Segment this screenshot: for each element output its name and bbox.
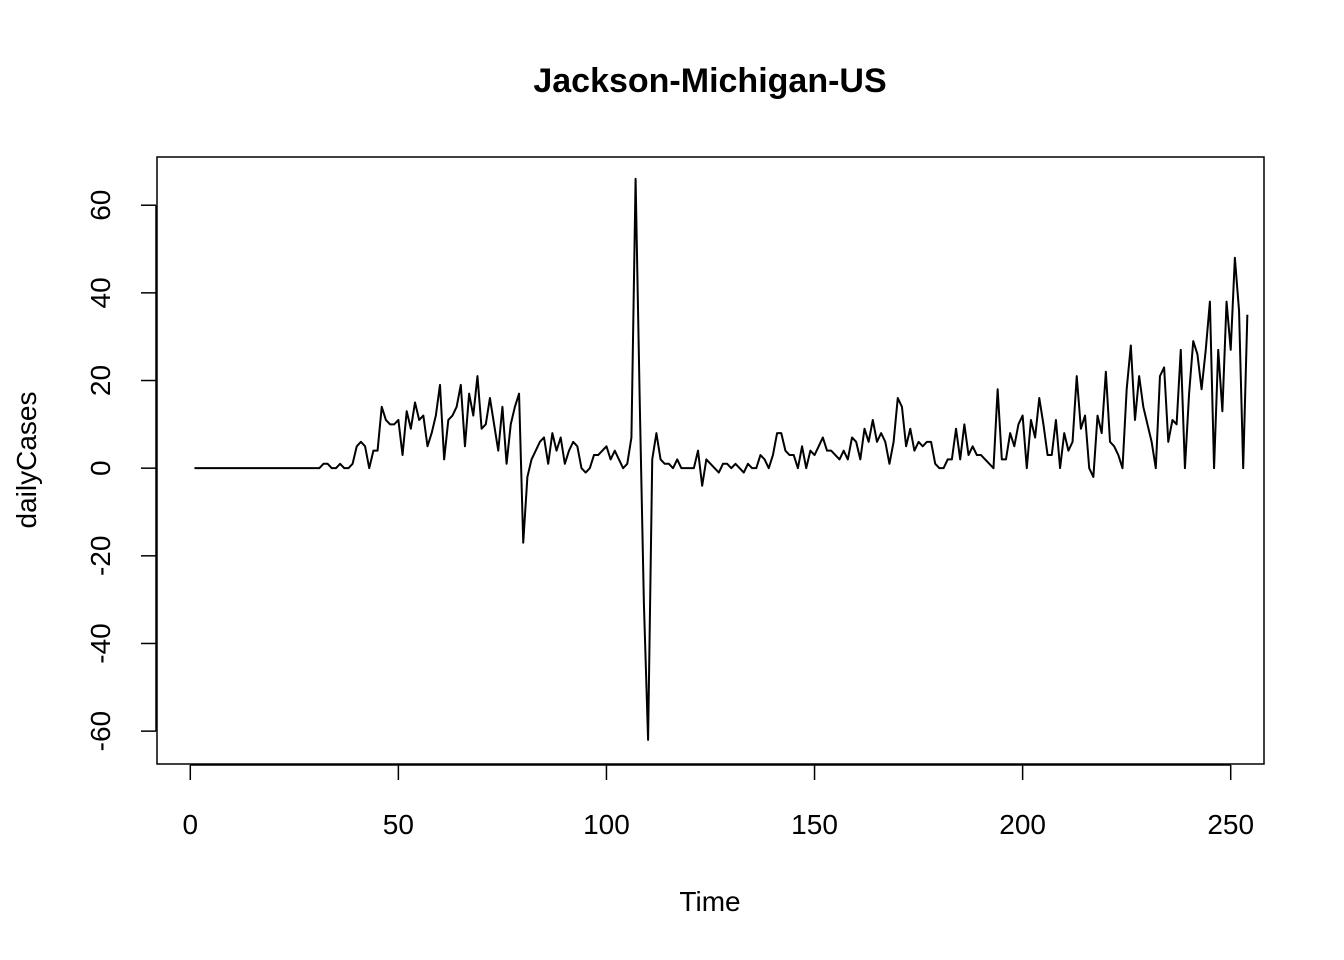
x-tick-label: 50	[383, 809, 414, 840]
y-tick-label: 60	[85, 190, 116, 221]
y-axis-label: dailyCases	[11, 392, 42, 529]
y-tick-label: 0	[85, 460, 116, 476]
y-tick-label: -40	[85, 623, 116, 663]
y-tick-label: -60	[85, 711, 116, 751]
plot-frame	[156, 156, 1265, 765]
chart-title: Jackson-Michigan-US	[533, 62, 886, 100]
x-tick-label: 0	[183, 809, 199, 840]
x-tick-label: 150	[791, 809, 838, 840]
x-axis: 0 50 100 150 200 250	[183, 764, 1254, 840]
x-tick-label: 250	[1207, 809, 1254, 840]
x-axis-label: Time	[679, 886, 740, 917]
x-tick-label: 100	[583, 809, 630, 840]
x-tick-label: 200	[999, 809, 1046, 840]
y-tick-label: 20	[85, 365, 116, 396]
y-tick-label: -20	[85, 536, 116, 576]
series-line	[194, 177, 1249, 741]
y-tick-label: 40	[85, 277, 116, 308]
y-axis: -60 -40 -20 0 20 40 60	[85, 190, 157, 751]
